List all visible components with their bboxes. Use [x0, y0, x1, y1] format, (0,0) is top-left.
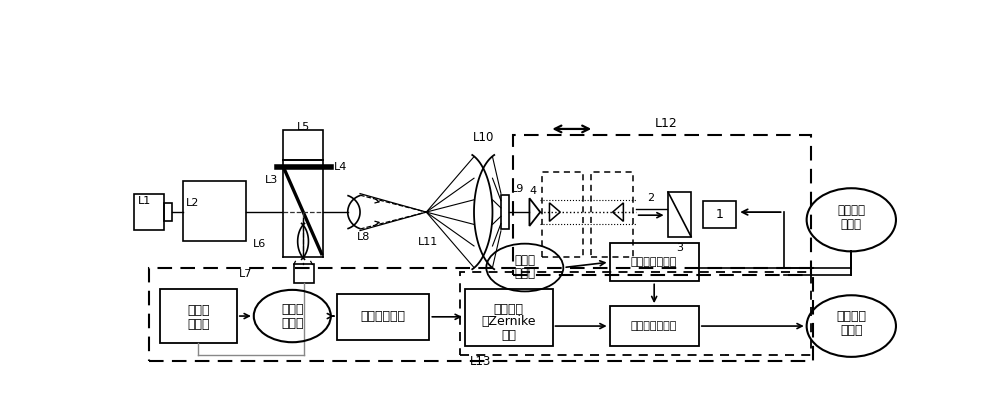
Bar	[610, 243, 699, 281]
Text: 各环带: 各环带	[281, 303, 304, 315]
Text: 多结构优化模块: 多结构优化模块	[631, 321, 677, 331]
Text: L6: L6	[253, 239, 266, 249]
Text: 系统多结构建模: 系统多结构建模	[631, 257, 677, 267]
Bar	[703, 201, 736, 228]
Text: L2: L2	[186, 198, 199, 208]
Bar	[294, 265, 314, 283]
Text: 形误差: 形误差	[840, 324, 863, 337]
Text: L11: L11	[418, 237, 438, 247]
Bar	[134, 194, 164, 230]
Text: 1: 1	[716, 208, 724, 221]
Text: 4: 4	[529, 186, 536, 196]
Bar	[512, 135, 811, 275]
Text: 系数: 系数	[501, 329, 516, 342]
Bar	[160, 289, 237, 343]
Text: 非球面位: 非球面位	[837, 204, 865, 217]
Text: L13: L13	[469, 355, 491, 368]
Text: L4: L4	[334, 163, 347, 173]
Bar	[501, 195, 509, 229]
Bar	[149, 268, 813, 362]
Text: L8: L8	[357, 232, 370, 242]
Text: 波前拟合模块: 波前拟合模块	[361, 310, 406, 323]
Text: 实验系: 实验系	[514, 254, 535, 267]
Bar	[183, 181, 246, 241]
Text: 干涉图: 干涉图	[281, 317, 304, 330]
Text: 集模块: 集模块	[187, 318, 210, 331]
Bar	[465, 289, 553, 346]
Text: L9: L9	[511, 184, 524, 194]
Text: 统参数: 统参数	[514, 267, 535, 280]
Bar	[542, 172, 583, 257]
Text: 2: 2	[648, 193, 655, 203]
Text: 置参数: 置参数	[841, 218, 862, 231]
Bar	[591, 172, 633, 257]
Text: 各环带波: 各环带波	[494, 303, 524, 315]
Bar	[668, 192, 691, 237]
Text: 图像采: 图像采	[187, 304, 210, 317]
Bar	[460, 272, 811, 355]
Text: L1: L1	[138, 196, 152, 206]
Text: 全口径面: 全口径面	[836, 310, 866, 323]
Text: L5: L5	[296, 122, 310, 132]
Text: L10: L10	[473, 131, 494, 144]
Text: 3: 3	[676, 243, 683, 253]
Bar	[164, 203, 172, 221]
Bar	[610, 306, 699, 346]
Bar	[337, 294, 429, 340]
Text: 前Zernike: 前Zernike	[481, 315, 536, 328]
Bar	[283, 131, 323, 160]
Text: L7: L7	[239, 269, 252, 279]
Text: L3: L3	[265, 175, 278, 185]
Text: L12: L12	[655, 118, 678, 131]
